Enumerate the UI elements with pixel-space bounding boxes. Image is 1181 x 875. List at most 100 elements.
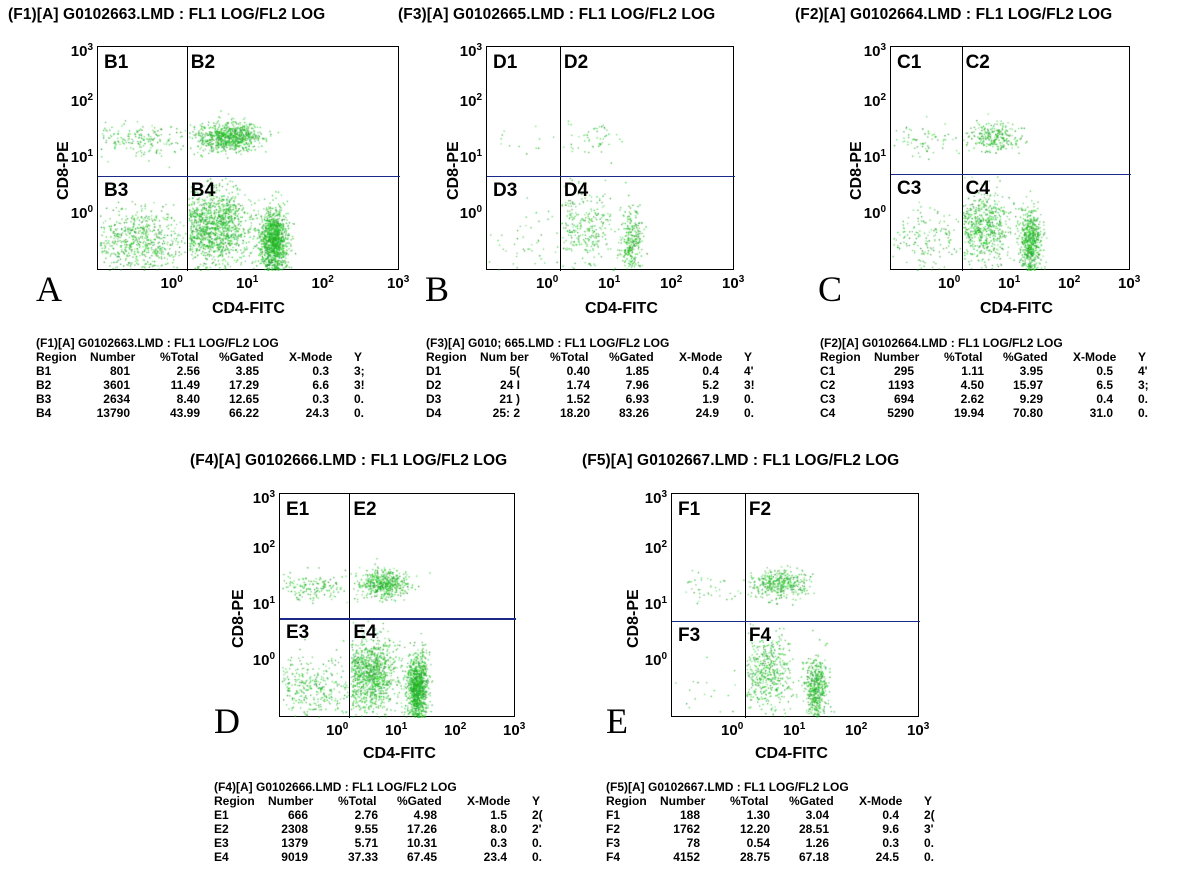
y-tick-label: 102 xyxy=(70,92,93,110)
y-tick-label: 102 xyxy=(644,539,667,557)
table-header-cell: X-Mode xyxy=(467,794,511,808)
table-cell: 67.45 xyxy=(406,850,437,864)
table-cell: 2' xyxy=(532,822,542,836)
table-cell: 3; xyxy=(1138,378,1149,392)
table-cell: 6.93 xyxy=(625,392,649,406)
table-cell: C2 xyxy=(820,378,836,392)
x-axis-label: CD4-FITC xyxy=(363,745,436,762)
table-cell: F2 xyxy=(606,822,621,836)
table-header-cell: %Total xyxy=(338,794,377,808)
table-cell: D3 xyxy=(426,392,442,406)
table-cell: C1 xyxy=(820,364,836,378)
table-header-cell: X-Mode xyxy=(289,350,333,364)
x-tick-label: 102 xyxy=(311,274,334,292)
table-cell: 9.55 xyxy=(354,822,378,836)
panel-letter: D xyxy=(214,701,240,741)
table-cell: 28.75 xyxy=(739,850,770,864)
scatter-plot: F1 F2 F3 F4 xyxy=(671,493,920,718)
table-cell: 0. xyxy=(924,836,935,850)
y-tick-label: 103 xyxy=(863,42,886,60)
y-tick-label: 102 xyxy=(863,92,886,110)
table-cell: D1 xyxy=(426,364,442,378)
table-cell: 0.54 xyxy=(746,836,770,850)
table-cell: 0.3 xyxy=(882,836,899,850)
table-cell: 12.65 xyxy=(228,392,259,406)
table-cell: 15.97 xyxy=(1012,378,1043,392)
table-cell: 2308 xyxy=(281,822,308,836)
stats-table-title: (F2)[A] G0102664.LMD : FL1 LOG/FL2 LOG xyxy=(820,336,1063,350)
table-header-cell: Region xyxy=(36,350,77,364)
table-cell: 1.5 xyxy=(490,808,507,822)
table-cell: 2634 xyxy=(103,392,130,406)
table-cell: E4 xyxy=(214,850,229,864)
table-cell: 1.74 xyxy=(566,378,590,392)
x-tick-label: 100 xyxy=(536,274,559,292)
table-cell: 2.56 xyxy=(176,364,200,378)
table-cell: D2 xyxy=(426,378,442,392)
quadrant-label: E2 xyxy=(353,499,377,520)
quadrant-label: F4 xyxy=(748,624,772,646)
table-cell: 25: 2 xyxy=(492,406,520,420)
table-cell: 3.85 xyxy=(235,364,259,378)
x-tick-label: 102 xyxy=(660,274,683,292)
table-cell: 3' xyxy=(924,822,934,836)
table-cell: 1379 xyxy=(281,836,308,850)
panel-letter: B xyxy=(425,269,450,309)
table-cell: 70.80 xyxy=(1012,406,1043,420)
table-header-cell: Region xyxy=(426,350,467,364)
y-axis-label: CD8-PE xyxy=(230,589,247,648)
table-cell: 0.40 xyxy=(566,364,590,378)
scatter-plot: C1 C2 C3 C4 xyxy=(890,46,1131,271)
table-header-cell: %Gated xyxy=(397,794,442,808)
stats-table-title: (F3)[A] G010; 665.LMD : FL1 LOG/FL2 LOG xyxy=(426,336,670,350)
quadrant-label: E3 xyxy=(286,622,310,644)
x-tick-label: 101 xyxy=(598,274,621,292)
quadrant-label: D1 xyxy=(493,52,518,73)
table-cell: 0. xyxy=(354,406,365,420)
quadrant-label: C4 xyxy=(965,177,990,199)
table-cell: 1.11 xyxy=(961,364,984,378)
table-cell: 4' xyxy=(744,364,754,378)
table-cell: 37.33 xyxy=(347,850,378,864)
table-cell: 17.29 xyxy=(228,378,259,392)
table-cell: B2 xyxy=(36,378,52,392)
table-cell: 9.29 xyxy=(1019,392,1043,406)
quadrant-label: B3 xyxy=(104,179,129,201)
table-cell: 24.3 xyxy=(305,406,329,420)
y-tick-label: 100 xyxy=(863,204,886,222)
table-cell: 2( xyxy=(924,808,935,822)
quadrant-horizontal-line xyxy=(891,173,1131,176)
table-header-cell: Region xyxy=(820,350,861,364)
table-cell: 3601 xyxy=(103,378,130,392)
table-cell: B4 xyxy=(36,406,52,420)
table-cell: 18.20 xyxy=(559,406,590,420)
table-cell: 9.6 xyxy=(882,822,899,836)
table-cell: 9019 xyxy=(281,850,308,864)
table-header-cell: Number xyxy=(660,794,706,808)
table-cell: 0. xyxy=(1138,392,1149,406)
table-header-cell: Number xyxy=(90,350,136,364)
table-header-cell: Number xyxy=(268,794,314,808)
y-tick-label: 100 xyxy=(459,204,482,222)
table-cell: 0. xyxy=(924,850,935,864)
x-tick-label: 100 xyxy=(326,721,349,739)
table-cell: 6.5 xyxy=(1096,378,1113,392)
table-cell: 4' xyxy=(1138,364,1148,378)
table-cell: 5( xyxy=(509,364,520,378)
table-cell: 0.5 xyxy=(1096,364,1113,378)
panel-title: (F3)[A] G0102665.LMD : FL1 LOG/FL2 LOG xyxy=(398,6,716,23)
table-cell: 21 ) xyxy=(499,392,520,406)
quadrant-label: D2 xyxy=(563,52,589,73)
table-cell: 24 I xyxy=(499,378,520,392)
scatter-points xyxy=(672,494,920,718)
x-tick-label: 101 xyxy=(783,721,806,739)
quadrant-horizontal-line xyxy=(98,175,400,178)
table-cell: 28.51 xyxy=(798,822,829,836)
table-header-cell: Y xyxy=(1138,350,1147,364)
table-cell: 17.26 xyxy=(406,822,437,836)
table-cell: 3.95 xyxy=(1019,364,1043,378)
y-tick-label: 101 xyxy=(459,148,482,166)
scatter-plot: B1 B2 B3 B4 xyxy=(97,46,400,271)
table-cell: E1 xyxy=(214,808,229,822)
table-cell: 2.76 xyxy=(354,808,378,822)
